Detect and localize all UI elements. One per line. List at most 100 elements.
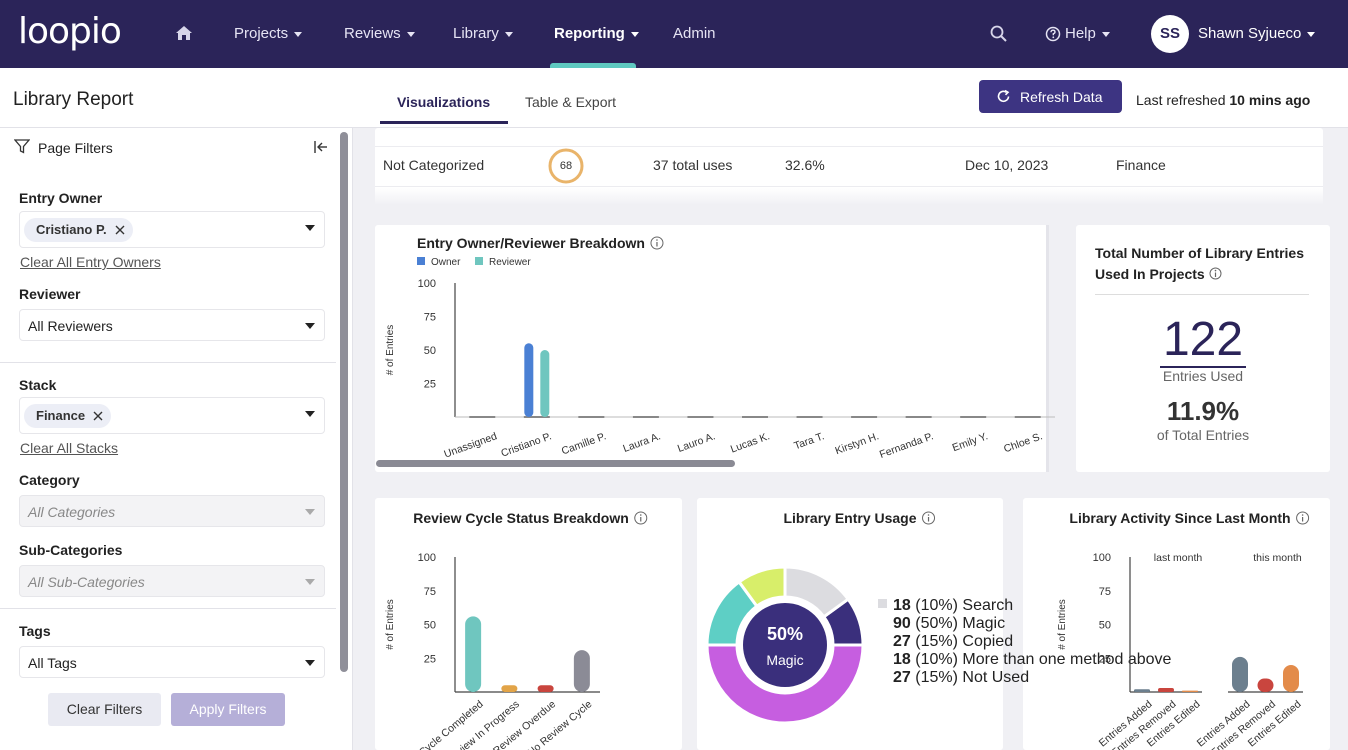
chip-remove[interactable] (115, 225, 125, 235)
help-icon[interactable] (1045, 26, 1061, 42)
bar (465, 616, 482, 692)
filter-label: Reviewer (19, 286, 81, 302)
filter-label: Tags (19, 623, 51, 639)
y-tick-label: 75 (1099, 586, 1111, 598)
y-tick-label: 25 (1099, 653, 1111, 665)
table-cell: 37 total uses (653, 157, 733, 173)
bar (573, 650, 590, 692)
last-refreshed: Last refreshed 10 mins ago (1136, 92, 1310, 108)
filter-chip[interactable]: Cristiano P. (24, 218, 133, 242)
filter-select[interactable]: All Reviewers (19, 309, 325, 341)
chart-card (1023, 498, 1330, 750)
sidebar-scrollbar[interactable] (340, 132, 348, 672)
search-icon[interactable] (990, 25, 1007, 42)
info-icon[interactable] (1209, 267, 1222, 280)
chart-card (375, 498, 682, 750)
y-tick-label: 25 (424, 653, 436, 665)
legend-label: Search (962, 597, 1014, 614)
chip-remove[interactable] (93, 411, 103, 421)
select-value: All Tags (28, 655, 77, 671)
nav-item[interactable]: Projects (234, 25, 302, 42)
chart-card (375, 225, 1048, 472)
chip-label: Cristiano P. (36, 222, 107, 237)
info-icon[interactable] (650, 236, 664, 250)
nav-item[interactable]: Library (453, 25, 513, 42)
filter-chip[interactable]: Finance (24, 404, 112, 428)
table-cell: 32.6% (785, 157, 825, 173)
refresh-button[interactable] (979, 80, 1122, 113)
legend-share: (50%) (915, 615, 958, 632)
x-tick-label: Lucas K. (729, 430, 771, 455)
summary-title: Total Number of Library Entries Used In … (1095, 243, 1305, 285)
donut-slice (783, 565, 851, 619)
bar (1182, 690, 1198, 692)
help-menu[interactable]: Help (1065, 25, 1110, 42)
tab-active[interactable]: Visualizations (397, 94, 491, 110)
filter-select[interactable]: Finance (19, 397, 325, 434)
info-icon[interactable] (634, 511, 648, 525)
legend-label: Owner (431, 257, 461, 268)
tab[interactable]: Table & Export (525, 94, 617, 110)
clear-link[interactable]: Clear All Stacks (20, 440, 119, 456)
legend-share: (10%) (915, 651, 958, 668)
row-fade (375, 188, 1323, 205)
nav-item-active[interactable]: Reporting (554, 25, 639, 42)
select-value: All Reviewers (28, 318, 113, 334)
info-dot (639, 514, 642, 516)
summary-caption: of Total Entries (1156, 427, 1250, 443)
filter-label: Entry Owner (19, 190, 103, 206)
panel-label: this month (1253, 552, 1302, 564)
donut-center (743, 603, 827, 687)
chart-title: Library Activity Since Last Month (1069, 510, 1290, 526)
legend-label: Not Used (962, 669, 1030, 686)
chart-title: Review Cycle Status Breakdown (413, 510, 629, 526)
apply-filters-button[interactable]: Apply Filters (171, 693, 285, 726)
select-value: All Categories (28, 504, 116, 520)
filter-select[interactable]: All Tags (19, 646, 325, 678)
divider (1095, 294, 1309, 295)
info-circle (922, 511, 936, 525)
nav-item[interactable]: Reviews (344, 25, 415, 42)
x-tick-label: Cristiano P. (499, 430, 553, 459)
donut-legend: 18 (10%) Search 90 (50%) Magic 27 (15%) Co… (878, 597, 1171, 707)
x-tick-label: Tara T. (792, 430, 826, 452)
clear-filters-button[interactable]: Clear Filters (48, 693, 161, 726)
y-tick-label: 100 (418, 552, 436, 564)
y-tick-label: 50 (424, 345, 436, 357)
refresh-icon (997, 89, 1010, 103)
logo[interactable]: loopio (18, 11, 122, 52)
x-tick-label: Kirstyn H. (834, 430, 881, 457)
x-tick-label: Laura A. (621, 430, 662, 455)
filter-select[interactable]: Cristiano P. (19, 211, 325, 248)
summary-count: 122 (1160, 314, 1246, 368)
chart-title: Library Entry Usage (783, 510, 916, 526)
bar (1232, 656, 1248, 692)
home-icon[interactable] (175, 25, 193, 41)
x-tick-label: Emily Y. (951, 430, 990, 454)
info-icon[interactable] (1296, 511, 1310, 525)
card-edge (1046, 225, 1049, 472)
legend-label: More than one method above (962, 651, 1172, 668)
filter-label: Sub-Categories (19, 542, 123, 558)
nav-item[interactable]: Admin (673, 25, 716, 42)
last-refreshed-time: 10 mins ago (1229, 92, 1311, 108)
collapse-icon[interactable] (313, 140, 328, 154)
legend-count: 18 (893, 597, 911, 614)
user-menu[interactable]: Shawn Syjueco (1198, 25, 1315, 42)
divider (0, 362, 336, 363)
active-indicator (550, 63, 636, 68)
avatar[interactable]: SS (1151, 15, 1189, 53)
refresh-label: Refresh Data (1020, 89, 1103, 105)
clear-link[interactable]: Clear All Entry Owners (20, 254, 161, 270)
info-icon[interactable] (922, 511, 936, 525)
legend-count: 90 (893, 615, 911, 632)
center-caption: Magic (766, 652, 803, 668)
score: 68 (559, 160, 573, 172)
bar (1257, 678, 1274, 692)
x-tick-label: Lauro A. (676, 430, 717, 455)
chart-scrollbar[interactable] (376, 460, 735, 467)
legend-swatch (475, 257, 483, 265)
legend-count: 27 (893, 633, 911, 650)
filter-label: Stack (19, 377, 57, 393)
